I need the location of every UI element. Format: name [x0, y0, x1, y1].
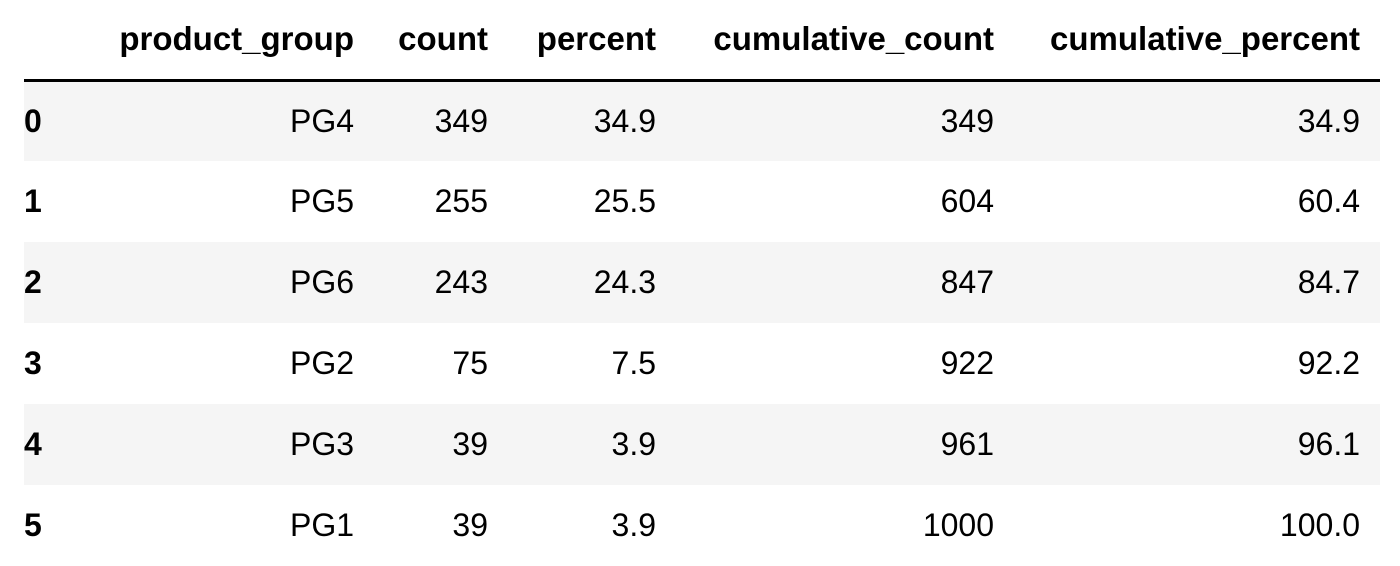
- cell-count: 39: [452, 426, 488, 462]
- table-row: 0 PG4 349 34.9 349 34.9: [24, 80, 1380, 161]
- table-body: 0 PG4 349 34.9 349 34.9 1 PG5 255 25.5 6…: [24, 80, 1380, 566]
- header-row: product_group count percent cumulative_c…: [24, 0, 1380, 82]
- cell-cumulative-count: 349: [940, 102, 994, 139]
- cell-percent: 24.3: [593, 264, 656, 300]
- header-percent: percent: [508, 0, 676, 82]
- table-row: 3 PG2 75 7.5 922 92.2: [24, 323, 1380, 404]
- cell-cumulative-count: 961: [940, 426, 994, 462]
- cell-count: 75: [452, 345, 488, 381]
- cell-percent: 25.5: [593, 183, 656, 219]
- table-row: 4 PG3 39 3.9 961 96.1: [24, 404, 1380, 485]
- cell-count: 255: [434, 183, 488, 219]
- row-index: 1: [24, 183, 42, 219]
- row-index: 0: [24, 102, 42, 139]
- cell-cumulative-count: 604: [940, 183, 994, 219]
- table-header: product_group count percent cumulative_c…: [24, 0, 1380, 82]
- row-index: 3: [24, 345, 42, 381]
- cell-percent: 3.9: [611, 426, 656, 462]
- header-product-group: product_group: [86, 0, 374, 82]
- cell-cumulative-count: 847: [940, 264, 994, 300]
- cell-percent: 3.9: [611, 507, 656, 543]
- cell-count: 39: [452, 507, 488, 543]
- cell-cumulative-percent: 100.0: [1279, 507, 1360, 543]
- cell-count: 349: [434, 102, 488, 139]
- cell-product-group: PG5: [289, 183, 354, 219]
- row-index: 5: [24, 507, 42, 543]
- table-row: 1 PG5 255 25.5 604 60.4: [24, 161, 1380, 242]
- cell-cumulative-percent: 92.2: [1297, 345, 1360, 381]
- table-row: 5 PG1 39 3.9 1000 100.0: [24, 485, 1380, 566]
- row-index: 4: [24, 426, 42, 462]
- cell-cumulative-percent: 96.1: [1297, 426, 1360, 462]
- cell-cumulative-percent: 34.9: [1297, 102, 1360, 139]
- cell-product-group: PG4: [289, 102, 354, 139]
- header-cumulative-percent: cumulative_percent: [1014, 0, 1380, 82]
- cell-product-group: PG1: [289, 507, 354, 543]
- header-index: [24, 0, 86, 82]
- cell-cumulative-percent: 60.4: [1297, 183, 1360, 219]
- header-count: count: [374, 0, 508, 82]
- cell-percent: 7.5: [611, 345, 656, 381]
- cell-percent: 34.9: [593, 102, 656, 139]
- cell-cumulative-count: 922: [940, 345, 994, 381]
- row-index: 2: [24, 264, 42, 300]
- dataframe-table: product_group count percent cumulative_c…: [24, 0, 1380, 566]
- cell-cumulative-count: 1000: [922, 507, 994, 543]
- cell-product-group: PG2: [289, 345, 354, 381]
- cell-cumulative-percent: 84.7: [1297, 264, 1360, 300]
- cell-count: 243: [434, 264, 488, 300]
- table-row: 2 PG6 243 24.3 847 84.7: [24, 242, 1380, 323]
- cell-product-group: PG6: [289, 264, 354, 300]
- header-cumulative-count: cumulative_count: [676, 0, 1014, 82]
- cell-product-group: PG3: [289, 426, 354, 462]
